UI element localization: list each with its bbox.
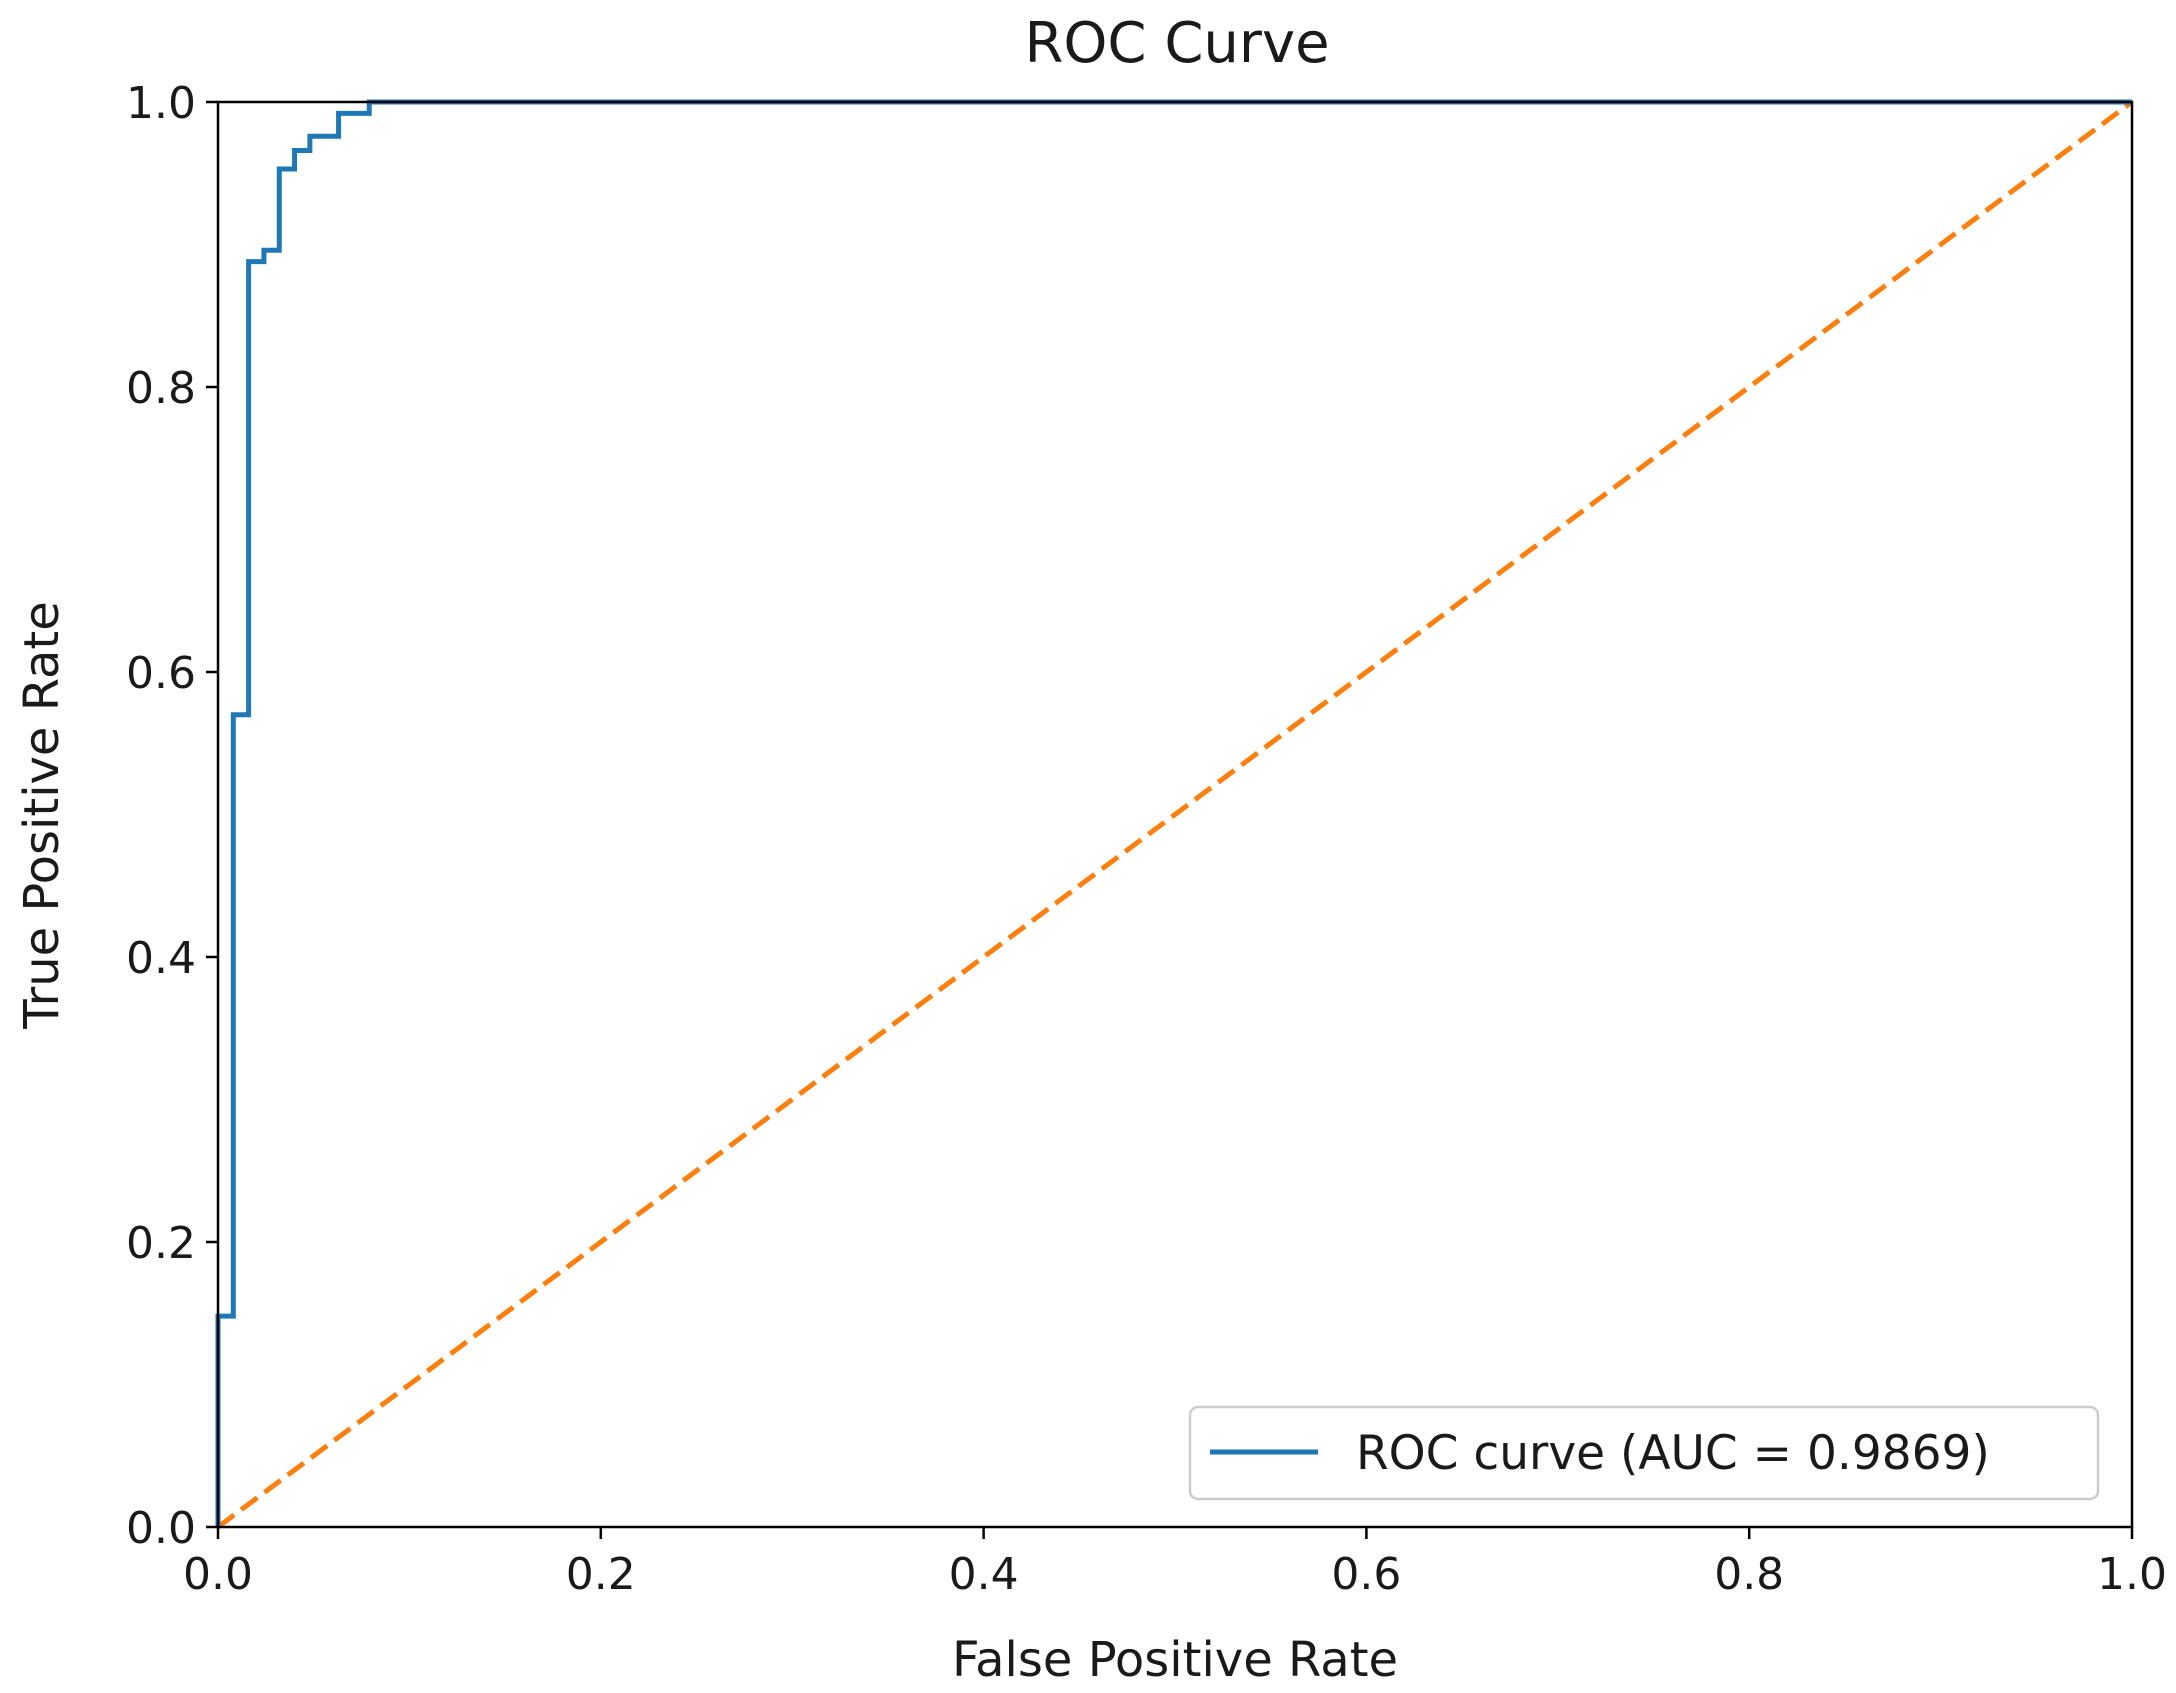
x-tick-label: 0.4 [949, 1549, 1019, 1600]
x-axis: 0.0 0.2 0.4 0.6 0.8 1.0 [183, 1527, 2167, 1600]
y-tick-label: 0.0 [126, 1503, 196, 1554]
x-axis-title: False Positive Rate [952, 1632, 1398, 1688]
legend-label-roc: ROC curve (AUC = 0.9869) [1356, 1426, 1990, 1481]
x-tick-label: 0.8 [1714, 1549, 1784, 1600]
y-axis-title: True Positive Rate [14, 601, 70, 1030]
legend-box [1188, 1405, 2100, 1501]
x-tick-label: 0.2 [566, 1549, 636, 1600]
x-tick-label: 0.6 [1331, 1549, 1401, 1600]
y-tick-label: 0.2 [126, 1218, 196, 1269]
x-tick-label: 1.0 [2097, 1549, 2167, 1600]
chart-title: ROC Curve [1024, 11, 1329, 76]
x-tick-label: 0.0 [183, 1549, 253, 1600]
y-axis: 0.0 0.2 0.4 0.6 0.8 1.0 [126, 78, 218, 1554]
plot-area [215, 99, 2134, 1530]
chance-diagonal-line [216, 99, 2134, 1530]
y-tick-label: 0.8 [126, 363, 196, 414]
y-tick-label: 1.0 [126, 78, 196, 129]
y-tick-label: 0.6 [126, 648, 196, 699]
y-tick-label: 0.4 [126, 933, 196, 984]
plot-frame [216, 100, 2134, 1529]
roc-curve-line [215, 99, 2132, 1527]
legend: ROC curve (AUC = 0.9869) [1188, 1405, 2100, 1501]
